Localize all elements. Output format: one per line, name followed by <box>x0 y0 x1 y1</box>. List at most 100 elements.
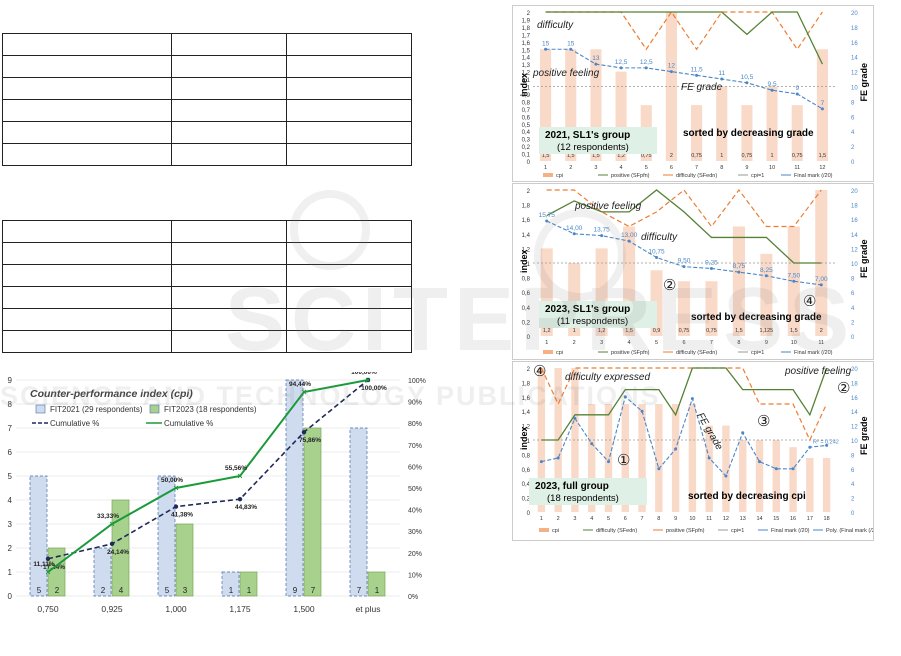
x-tick-label: 11 <box>706 516 712 522</box>
y-tick-label: 0,8 <box>522 453 531 459</box>
final-mark-point <box>655 256 659 260</box>
table-cell <box>286 77 412 100</box>
positive-line <box>541 367 828 441</box>
y2-tick-label: 6 <box>851 115 855 121</box>
bar-value-label: 5 <box>165 586 170 595</box>
y2-tick-label: 16 <box>851 396 858 402</box>
table-cell <box>171 99 287 122</box>
cumulative-line-2021 <box>47 379 369 560</box>
table-cell <box>286 33 412 56</box>
cumulative-label: 100,00% <box>351 372 377 376</box>
y-tick-label: 0 <box>8 592 13 601</box>
bar-fit2023 <box>111 499 130 597</box>
table-row <box>2 286 412 309</box>
cpi-bar <box>791 105 803 161</box>
legend-label: cpi=1 <box>751 350 764 356</box>
cpi-label: 1 <box>771 153 774 159</box>
cumulative-label: 33,33% <box>97 513 119 520</box>
final-mark-label: 15 <box>542 40 550 47</box>
table-cell <box>171 33 287 56</box>
legend-label: positive (SFpfn) <box>611 350 650 356</box>
bar-value-label: 2 <box>101 586 106 595</box>
legend-label: Poly. (Final mark (/20)) <box>826 528 874 534</box>
y-tick-label: 3 <box>8 520 13 529</box>
x-tick-label: 9 <box>765 340 768 346</box>
table-cell <box>171 77 287 100</box>
bar-value-label: 3 <box>183 586 188 595</box>
x-tick-label: 13 <box>740 516 746 522</box>
cpi-label: 0,75 <box>706 328 717 334</box>
x-tick-label: 2 <box>573 340 576 346</box>
final-mark-point <box>590 442 594 446</box>
bar-value-label: 5 <box>37 586 42 595</box>
cpi-label: 1,2 <box>598 328 606 334</box>
cpi-bar <box>822 458 831 512</box>
bar-fit2021 <box>285 379 304 597</box>
sort-label: sorted by decreasing cpi <box>688 491 806 502</box>
cpi-bar <box>722 425 730 512</box>
cpi-bar <box>671 404 680 512</box>
y-tick-label: 7 <box>8 424 13 433</box>
x-tick-label: 3 <box>600 340 603 346</box>
table-cell <box>2 264 172 287</box>
final-mark-point <box>569 47 573 51</box>
cpi-bar <box>716 86 728 161</box>
x-tick-label: 7 <box>695 165 698 171</box>
cpi-label: 1,5 <box>567 153 575 159</box>
y-tick-label: 0,8 <box>522 100 531 106</box>
x-tick-label: 2 <box>569 165 572 171</box>
x-tick-label: 6 <box>682 340 685 346</box>
y2-tick-label: 4 <box>851 482 855 488</box>
group-title: 2021, SL1's group <box>545 130 630 141</box>
y-tick-label: 0 <box>527 160 531 166</box>
x-tick-label: 0,750 <box>37 604 59 614</box>
y2-tick-label: 70% <box>408 443 422 450</box>
final-mark-point <box>623 395 627 399</box>
final-mark-point <box>640 409 644 413</box>
final-mark-point <box>707 456 711 460</box>
y-axis-label: index <box>519 426 529 450</box>
x-tick-label: 5 <box>607 516 610 522</box>
x-tick-label: 1,175 <box>229 604 251 614</box>
bar-value-label: 9 <box>293 586 298 595</box>
cpi-bar <box>705 425 713 512</box>
x-tick-label: 1 <box>540 516 543 522</box>
legend-label: Final mark (/20) <box>794 350 833 356</box>
bar-value-label: 7 <box>357 586 362 595</box>
annotation: difficulty <box>641 232 678 243</box>
y2-tick-label: 18 <box>851 204 858 210</box>
y-tick-label: 0,2 <box>522 497 531 503</box>
legend-label: cpi=1 <box>731 528 744 534</box>
final-mark-point <box>791 467 795 471</box>
x-tick-label: 1 <box>545 340 548 346</box>
cpi-label: 0,75 <box>641 153 652 159</box>
final-mark-point <box>627 239 631 243</box>
difficulty-line <box>546 189 822 228</box>
legend-label: FIT2023 (18 respondents) <box>164 405 257 414</box>
legend-swatch <box>35 404 46 414</box>
cumulative-line-2023 <box>47 379 369 573</box>
x-tick-label: 4 <box>628 340 631 346</box>
y-tick-label: 0,9 <box>522 93 531 99</box>
y-tick-label: 0,2 <box>522 145 531 151</box>
x-tick-label: 2 <box>557 516 560 522</box>
table-cell <box>286 121 412 144</box>
cpi-bar <box>739 440 747 512</box>
y-tick-label: 1,2 <box>522 71 531 77</box>
final-mark-label: 13 <box>592 55 600 62</box>
y-tick-label: 1,7 <box>522 33 531 39</box>
table-cell <box>286 264 412 287</box>
final-mark-point <box>669 70 673 74</box>
y2-tick-label: 6 <box>851 291 855 297</box>
y-axis-label: index <box>519 249 529 273</box>
cpi-label: 0,9 <box>653 328 661 334</box>
cpi-bar <box>755 440 764 512</box>
y-tick-label: 6 <box>8 448 13 457</box>
cpi-label: 0,75 <box>742 153 753 159</box>
final-mark-point <box>556 456 560 460</box>
table-cell <box>286 330 412 353</box>
final-mark-label: 7,00 <box>815 276 828 283</box>
y2-tick-label: 10 <box>851 86 858 92</box>
y-tick-label: 0,6 <box>522 115 531 121</box>
y2-tick-label: 100% <box>408 378 426 385</box>
